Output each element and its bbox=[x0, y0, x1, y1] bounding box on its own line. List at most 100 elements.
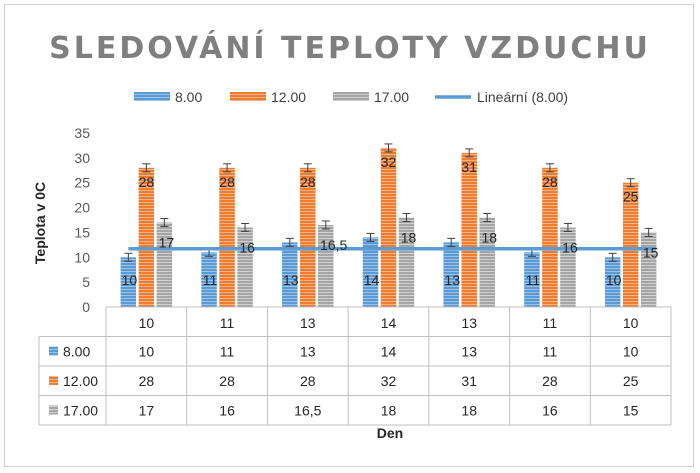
category-label: 13 bbox=[300, 315, 316, 331]
chart-svg: SLEDOVÁNÍ TEPLOTY VZDUCHU 8.00 12.00 17.00… bbox=[32, 30, 672, 441]
y-tick-label: 30 bbox=[74, 150, 90, 166]
chart-frame: SLEDOVÁNÍ TEPLOTY VZDUCHU 8.00 12.00 17.00… bbox=[4, 4, 694, 467]
table-cell: 10 bbox=[623, 344, 639, 360]
table-cell: 32 bbox=[381, 373, 397, 389]
table-legend-key-1 bbox=[49, 376, 58, 385]
bar-12.00-1 bbox=[219, 167, 235, 307]
category-label: 10 bbox=[623, 315, 639, 331]
legend-swatch-0 bbox=[134, 92, 170, 101]
bar-12.00-0 bbox=[138, 167, 155, 307]
bar-8.00-2 bbox=[282, 242, 298, 307]
y-tick-label: 20 bbox=[74, 200, 90, 216]
chart-title: SLEDOVÁNÍ TEPLOTY VZDUCHU bbox=[49, 30, 651, 66]
bar-12.00-5 bbox=[542, 167, 558, 307]
table-cell: 28 bbox=[219, 373, 235, 389]
table-series-name: 12.00 bbox=[63, 373, 98, 389]
data-label-8.00: 11 bbox=[526, 272, 541, 288]
table-cell: 17 bbox=[139, 403, 155, 419]
bar-17.00-2 bbox=[318, 224, 334, 307]
data-label-12.00: 28 bbox=[219, 174, 235, 190]
table-cell: 10 bbox=[139, 344, 155, 360]
table-cell: 28 bbox=[542, 373, 558, 389]
y-tick-label: 5 bbox=[82, 274, 90, 290]
y-axis-title: Teplota v 0C bbox=[32, 182, 48, 264]
category-label: 11 bbox=[220, 315, 235, 331]
table-cell: 25 bbox=[623, 373, 639, 389]
table-cell: 13 bbox=[300, 344, 316, 360]
data-label-17.00: 18 bbox=[481, 230, 497, 246]
data-label-8.00: 13 bbox=[444, 272, 460, 288]
table-cell: 11 bbox=[543, 344, 558, 360]
x-axis-title: Den bbox=[377, 425, 403, 441]
table-cell: 16 bbox=[219, 403, 235, 419]
legend-label-trendline: Lineární (8.00) bbox=[477, 89, 568, 105]
data-label-17.00: 15 bbox=[643, 244, 659, 260]
bar-8.00-6 bbox=[604, 257, 621, 307]
data-label-8.00: 13 bbox=[283, 272, 299, 288]
data-label-12.00: 32 bbox=[381, 154, 397, 170]
error-bars bbox=[124, 143, 653, 262]
data-label-17.00: 16,5 bbox=[320, 237, 347, 253]
table-series-name: 8.00 bbox=[63, 344, 90, 360]
data-labels: 10 11 13 14 13 11 10 28 28 28 32 31 28 25 17 16 16,5 18 18… bbox=[122, 154, 659, 288]
table-cell: 13 bbox=[461, 344, 477, 360]
bar-17.00-0 bbox=[156, 222, 173, 307]
table-cell: 14 bbox=[381, 344, 397, 360]
category-label: 14 bbox=[381, 315, 397, 331]
y-axis-ticks: 0 5 10 15 20 25 30 35 bbox=[74, 125, 90, 315]
y-tick-label: 25 bbox=[74, 175, 90, 191]
table-legend-key-2 bbox=[49, 405, 58, 415]
bar-8.00-3 bbox=[362, 237, 379, 307]
table-cell: 28 bbox=[139, 373, 155, 389]
legend-swatch-2 bbox=[333, 92, 369, 101]
data-label-8.00: 14 bbox=[364, 272, 380, 288]
bar-8.00-5 bbox=[524, 252, 540, 307]
legend-label-1: 12.00 bbox=[271, 89, 306, 105]
category-label: 10 bbox=[139, 315, 155, 331]
legend-swatch-1 bbox=[230, 92, 266, 101]
table-cell: 11 bbox=[220, 344, 235, 360]
table-cell: 31 bbox=[461, 373, 477, 389]
bar-8.00-1 bbox=[201, 252, 217, 307]
y-tick-label: 10 bbox=[74, 249, 90, 265]
bar-17.00-4 bbox=[479, 217, 495, 307]
bar-12.00-2 bbox=[300, 167, 316, 307]
bar-12.00-4 bbox=[461, 152, 477, 307]
table-cell: 18 bbox=[381, 403, 397, 419]
bar-12.00-6 bbox=[622, 182, 639, 307]
data-label-8.00: 10 bbox=[606, 272, 622, 288]
data-label-8.00: 11 bbox=[203, 272, 218, 288]
data-label-17.00: 18 bbox=[401, 230, 417, 246]
data-table: 10 11 13 14 13 11 10 8.00 10 11 13 14 13 11 10 12.00 28 2… bbox=[38, 306, 672, 426]
category-label: 13 bbox=[461, 315, 477, 331]
bar-8.00-0 bbox=[120, 257, 137, 307]
table-cell: 18 bbox=[461, 403, 477, 419]
y-tick-label: 35 bbox=[74, 125, 90, 141]
data-label-12.00: 31 bbox=[461, 159, 477, 175]
table-legend-key-0 bbox=[49, 346, 58, 356]
data-label-17.00: 17 bbox=[159, 234, 175, 250]
data-label-12.00: 25 bbox=[623, 189, 639, 205]
bar-12.00-3 bbox=[380, 147, 397, 307]
table-cell: 28 bbox=[300, 373, 316, 389]
table-series-name: 17.00 bbox=[63, 403, 98, 419]
bar-17.00-6 bbox=[640, 232, 657, 307]
legend-label-0: 8.00 bbox=[175, 89, 202, 105]
table-cell: 16,5 bbox=[294, 403, 321, 419]
category-label: 11 bbox=[543, 315, 558, 331]
table-cell: 15 bbox=[623, 403, 639, 419]
data-label-17.00: 16 bbox=[239, 239, 255, 255]
bars bbox=[120, 147, 657, 307]
data-label-8.00: 10 bbox=[122, 272, 138, 288]
table-cell: 16 bbox=[542, 403, 558, 419]
y-tick-label: 0 bbox=[82, 299, 90, 315]
legend-label-2: 17.00 bbox=[374, 89, 409, 105]
data-label-12.00: 28 bbox=[300, 174, 316, 190]
data-label-17.00: 16 bbox=[562, 239, 578, 255]
bar-17.00-3 bbox=[398, 217, 415, 307]
y-tick-label: 15 bbox=[74, 224, 90, 240]
data-label-12.00: 28 bbox=[542, 174, 558, 190]
data-label-12.00: 28 bbox=[139, 174, 155, 190]
bar-8.00-4 bbox=[443, 242, 459, 307]
legend: 8.00 12.00 17.00 Lineární (8.00) bbox=[134, 89, 568, 105]
